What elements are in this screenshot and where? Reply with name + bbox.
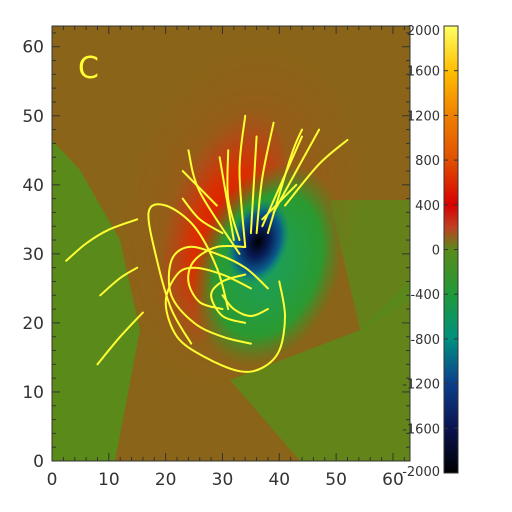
colorbar-tick-label: 0 — [432, 244, 440, 259]
x-tick-label: 50 — [325, 470, 347, 490]
x-tick-label: 40 — [268, 470, 290, 490]
field-line — [249, 135, 258, 235]
field-line — [255, 121, 275, 235]
y-tick-label: 50 — [22, 107, 44, 127]
colorbar-tick-label: -1600 — [402, 422, 440, 437]
x-tick-label: 0 — [47, 470, 58, 490]
field-line — [147, 203, 230, 345]
x-tick-label: 20 — [155, 470, 177, 490]
y-tick-label: 0 — [33, 452, 44, 472]
field-line — [210, 273, 247, 324]
y-tick-label: 60 — [22, 38, 44, 58]
x-tick-label: 10 — [98, 470, 120, 490]
colorbar-tick-label: -2000 — [402, 465, 440, 480]
field-line — [187, 149, 241, 255]
left-green-region — [52, 140, 140, 461]
y-tick-label: 30 — [22, 245, 44, 265]
y-tick-label: 10 — [22, 383, 44, 403]
field-line — [226, 149, 241, 241]
panel-label: C — [78, 51, 99, 86]
colorbar-tick-label: -800 — [410, 333, 440, 348]
plot-frame — [51, 25, 411, 462]
field-line — [187, 244, 247, 311]
field-line — [218, 156, 235, 241]
y-tick-label: 20 — [22, 314, 44, 334]
field-line — [266, 128, 303, 235]
colorbar-tick-label: 800 — [415, 154, 440, 169]
plot-area — [52, 26, 410, 461]
field-lines — [65, 114, 349, 373]
colorbar-ticks: 2000 1600 1200 800 400 0 -400 -800 -1200 -1600 -20… — [402, 24, 458, 480]
colorbar-tick-label: 1600 — [407, 65, 440, 80]
colorbar: 2000 1600 1200 800 400 0 -400 -800 -1200 -1600 -20… — [402, 24, 459, 480]
field-line — [96, 311, 144, 366]
colorbar-tick-label: -1200 — [402, 378, 440, 393]
field-line — [164, 266, 287, 373]
field-line — [284, 138, 349, 207]
field-line — [221, 294, 269, 318]
colorbar-tick-label: 1200 — [407, 109, 440, 124]
y-tick-label: 40 — [22, 176, 44, 196]
field-line — [238, 114, 247, 248]
colorbar-tick-label: -400 — [410, 288, 440, 303]
field-line — [99, 266, 139, 297]
field-line — [261, 135, 303, 228]
colorbar-tick-label: 400 — [415, 199, 440, 214]
field-line — [181, 197, 224, 235]
field-line — [65, 218, 139, 262]
axis-ticks: 0 10 20 30 40 50 60 0 10 20 30 40 50 60 — [22, 26, 410, 490]
field-line — [167, 245, 269, 345]
x-tick-label: 30 — [212, 470, 234, 490]
colorbar-tick-label: 2000 — [407, 24, 440, 39]
x-tick-label: 60 — [382, 470, 404, 490]
field-line — [181, 170, 218, 207]
